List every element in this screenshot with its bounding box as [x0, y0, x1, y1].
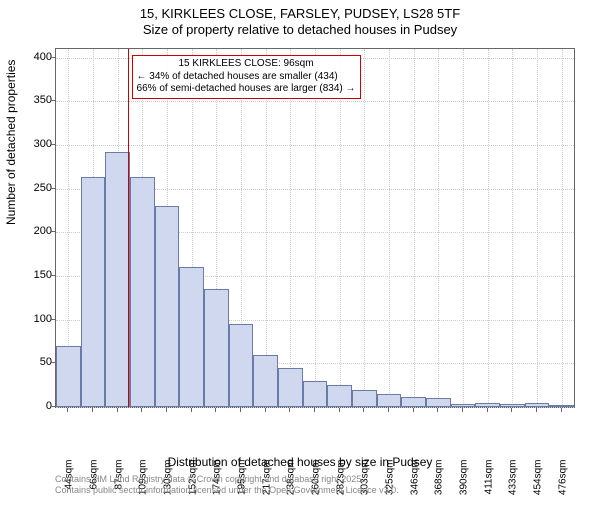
x-tick-mark: [462, 408, 463, 412]
title-line2: Size of property relative to detached ho…: [0, 22, 600, 38]
x-axis-label: Distribution of detached houses by size …: [0, 455, 600, 469]
annotation-line: ← 34% of detached houses are smaller (43…: [137, 71, 356, 84]
gridline-v: [414, 49, 415, 407]
gridline-v: [438, 49, 439, 407]
histogram-bar: [155, 206, 180, 407]
annotation-line: 15 KIRKLEES CLOSE: 96sqm: [137, 58, 356, 71]
x-tick-mark: [388, 408, 389, 412]
y-tick-mark: [51, 144, 55, 145]
x-tick-mark: [339, 408, 340, 412]
histogram-bar: [426, 398, 451, 407]
x-tick-mark: [141, 408, 142, 412]
histogram-bar: [451, 404, 476, 407]
gridline-v: [315, 49, 316, 407]
x-tick-mark: [437, 408, 438, 412]
x-tick-mark: [67, 408, 68, 412]
y-tick-label: 300: [17, 138, 52, 150]
gridline-v: [463, 49, 464, 407]
x-tick-mark: [240, 408, 241, 412]
x-tick-mark: [215, 408, 216, 412]
histogram-bar: [525, 403, 550, 407]
histogram-bar: [500, 404, 525, 407]
y-tick-label: 250: [17, 182, 52, 194]
x-tick-mark: [265, 408, 266, 412]
histogram-bar: [475, 403, 500, 407]
x-tick-mark: [166, 408, 167, 412]
y-tick-mark: [51, 362, 55, 363]
attribution-line2: Contains public sector information licen…: [55, 485, 399, 496]
histogram-bar: [56, 346, 81, 407]
y-tick-label: 200: [17, 225, 52, 237]
gridline-v: [389, 49, 390, 407]
reference-line: [128, 49, 129, 407]
gridline-v: [266, 49, 267, 407]
histogram-bar: [105, 152, 130, 407]
x-tick-mark: [314, 408, 315, 412]
y-tick-label: 100: [17, 313, 52, 325]
title-line1: 15, KIRKLEES CLOSE, FARSLEY, PUDSEY, LS2…: [0, 6, 600, 22]
x-tick-mark: [92, 408, 93, 412]
histogram-bar: [229, 324, 254, 407]
y-tick-label: 50: [17, 356, 52, 368]
histogram-bar: [204, 289, 229, 407]
histogram-bar: [130, 177, 155, 407]
chart-container: 15, KIRKLEES CLOSE, FARSLEY, PUDSEY, LS2…: [0, 0, 600, 500]
gridline-v: [562, 49, 563, 407]
y-tick-mark: [51, 188, 55, 189]
histogram-bar: [81, 177, 106, 407]
y-tick-mark: [51, 275, 55, 276]
histogram-bar: [377, 394, 402, 407]
x-tick-mark: [511, 408, 512, 412]
x-tick-mark: [487, 408, 488, 412]
x-tick-mark: [117, 408, 118, 412]
histogram-bar: [352, 390, 377, 407]
gridline-v: [512, 49, 513, 407]
attribution-line1: Contains HM Land Registry data © Crown c…: [55, 474, 399, 485]
histogram-bar: [327, 385, 352, 407]
plot-area: 15 KIRKLEES CLOSE: 96sqm← 34% of detache…: [55, 48, 575, 408]
gridline-h: [56, 407, 574, 408]
x-tick-mark: [363, 408, 364, 412]
gridline-v: [364, 49, 365, 407]
y-tick-mark: [51, 406, 55, 407]
histogram-bar: [303, 381, 328, 407]
y-tick-mark: [51, 231, 55, 232]
histogram-bar: [253, 355, 278, 407]
y-tick-label: 350: [17, 94, 52, 106]
annotation-box: 15 KIRKLEES CLOSE: 96sqm← 34% of detache…: [132, 55, 361, 99]
gridline-v: [340, 49, 341, 407]
annotation-line: 66% of semi-detached houses are larger (…: [137, 83, 356, 96]
x-tick-mark: [289, 408, 290, 412]
y-tick-label: 0: [17, 400, 52, 412]
x-tick-mark: [413, 408, 414, 412]
gridline-v: [290, 49, 291, 407]
x-tick-mark: [561, 408, 562, 412]
gridline-v: [537, 49, 538, 407]
y-axis-label: Number of detached properties: [4, 60, 18, 225]
y-tick-mark: [51, 57, 55, 58]
y-tick-label: 400: [17, 51, 52, 63]
histogram-bar: [179, 267, 204, 407]
gridline-v: [488, 49, 489, 407]
y-tick-mark: [51, 319, 55, 320]
histogram-bar: [549, 405, 574, 407]
y-tick-label: 150: [17, 269, 52, 281]
histogram-bar: [401, 397, 426, 407]
y-tick-mark: [51, 100, 55, 101]
x-tick-mark: [536, 408, 537, 412]
x-tick-mark: [191, 408, 192, 412]
title-block: 15, KIRKLEES CLOSE, FARSLEY, PUDSEY, LS2…: [0, 0, 600, 37]
histogram-bar: [278, 368, 303, 407]
attribution: Contains HM Land Registry data © Crown c…: [55, 474, 399, 496]
